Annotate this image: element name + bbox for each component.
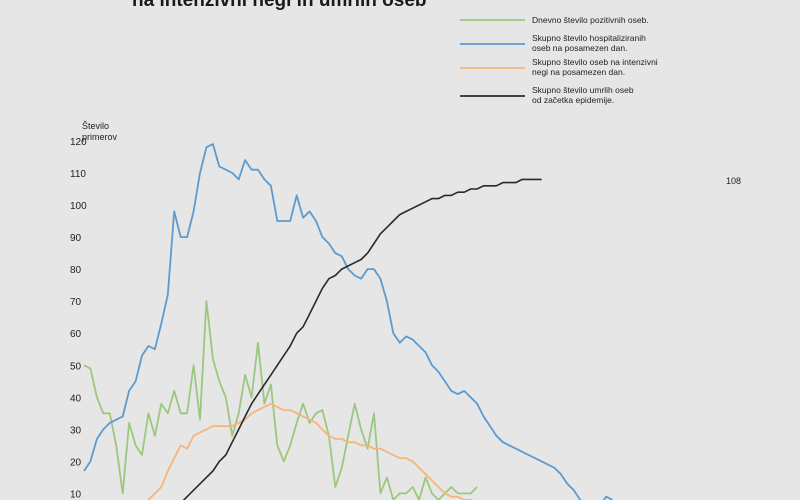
legend-label-3: Skupno število oseb na intenzivni negi na… [532, 57, 658, 77]
chart-title: na intenzivni negi in umrlih oseb [132, 0, 427, 11]
legend-label-1: Dnevno število pozitivnih oseb. [532, 15, 649, 25]
y-tick-label: 100 [70, 201, 87, 212]
y-tick-label: 40 [70, 393, 82, 404]
y-tick-label: 30 [70, 425, 82, 436]
end-value-label: 108 [726, 176, 741, 186]
series-line-3 [147, 402, 473, 500]
plot-area [83, 143, 613, 500]
y-tick-label: 90 [70, 233, 82, 244]
y-tick-label: 70 [70, 297, 82, 308]
y-tick-label: 80 [70, 265, 82, 276]
y-tick-label: 10 [70, 489, 82, 500]
legend: Dnevno število pozitivnih oseb. Skupno št… [460, 15, 658, 105]
y-tick-label: 20 [70, 457, 82, 468]
y-axis-label-line-1: Število [82, 121, 109, 131]
legend-label-2: Skupno število hospitaliziranih oseb na p… [532, 33, 646, 53]
legend-label-4: Skupno število umrlih oseb od začetka epi… [532, 85, 634, 105]
y-tick-label: 60 [70, 329, 82, 340]
y-tick-label: 50 [70, 361, 82, 372]
y-axis-label-line-2: primerov [82, 132, 118, 142]
series-line-4 [182, 178, 542, 500]
series-line-1 [83, 300, 478, 500]
y-tick-label: 120 [70, 137, 87, 148]
y-tick-label: 110 [70, 169, 86, 180]
series-line-2 [83, 143, 613, 500]
y-axis-ticks: 10 20 30 40 50 60 70 80 90 100 110 120 [70, 137, 87, 500]
